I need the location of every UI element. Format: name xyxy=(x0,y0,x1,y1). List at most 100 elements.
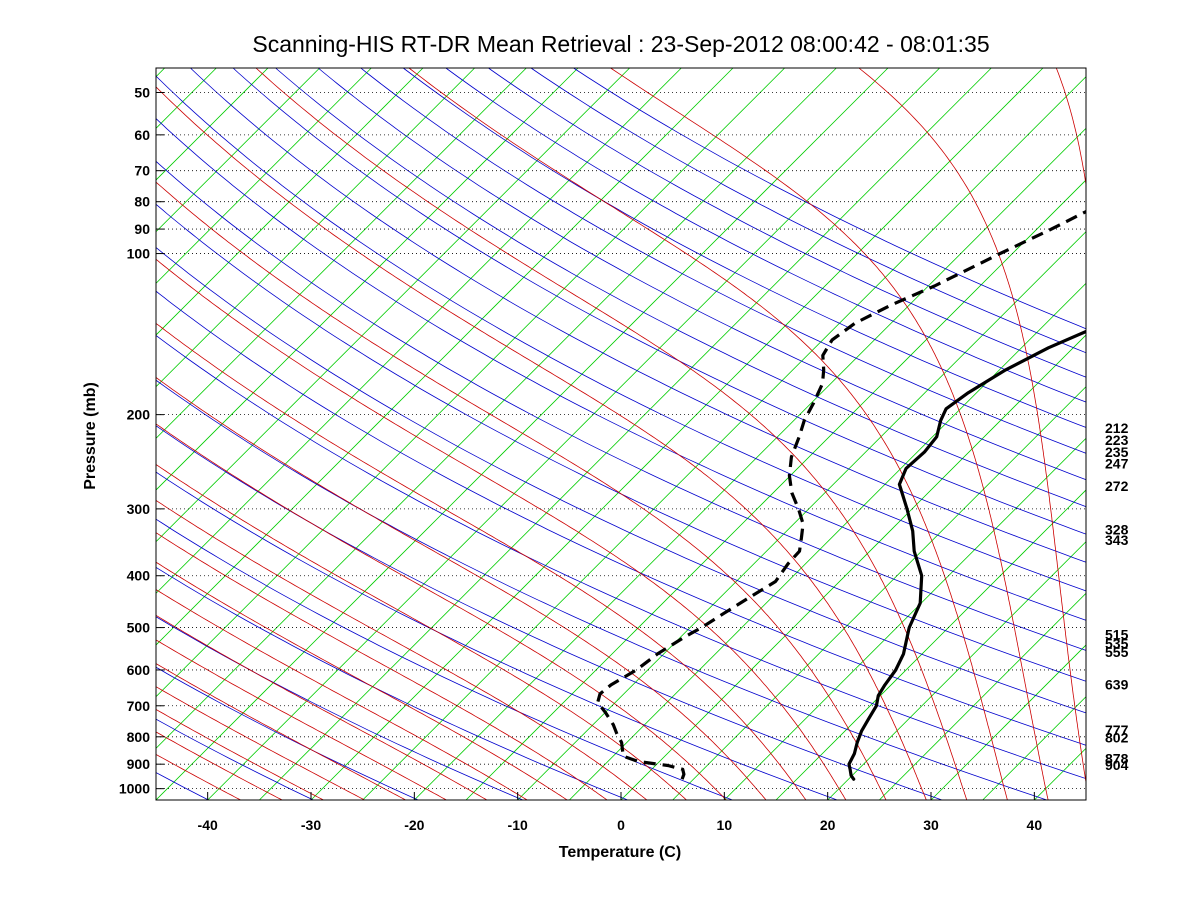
dry-adiabat-line xyxy=(156,518,733,800)
y-tick-label: 200 xyxy=(127,407,151,423)
moist-adiabat-line xyxy=(156,463,687,800)
moist-adiabat-line xyxy=(156,376,767,800)
right-label: 235 xyxy=(1105,444,1129,460)
isotherm-line xyxy=(569,282,1086,800)
x-tick-label: -30 xyxy=(301,817,321,833)
y-tick-label: 300 xyxy=(127,501,151,517)
isotherm-line xyxy=(724,437,1086,800)
x-tick-label: 10 xyxy=(717,817,733,833)
x-tick-label: 30 xyxy=(923,817,939,833)
y-tick-label: 700 xyxy=(127,698,151,714)
moist-adiabat-line xyxy=(156,86,927,800)
dry-adiabat-line xyxy=(156,203,1086,682)
dry-adiabat-line xyxy=(488,68,1086,378)
moist-adiabat-line xyxy=(156,561,568,800)
x-axis-ticks: -40 -30 -20 -10 0 10 20 30 40 xyxy=(198,792,1043,833)
y-tick-label: 90 xyxy=(134,221,150,237)
moist-adiabat-line xyxy=(858,68,1086,785)
y-tick-label: 400 xyxy=(127,568,151,584)
dry-adiabat-line xyxy=(190,68,1086,563)
right-label: 535 xyxy=(1105,635,1129,651)
isotherm-line xyxy=(0,68,10,800)
moist-adiabat-line xyxy=(408,68,1008,800)
y-tick-label: 1000 xyxy=(119,781,150,797)
moist-adiabat-line xyxy=(156,258,847,800)
x-tick-label: -20 xyxy=(404,817,424,833)
solid-profile-line xyxy=(847,329,1086,781)
y-tick-label: 50 xyxy=(134,84,150,100)
y-axis-ticks: 50 60 70 80 90 100 200 300 400 500 600 700 800 900 100… xyxy=(119,84,164,797)
isotherm-line xyxy=(827,541,1086,800)
isotherm-line xyxy=(1138,68,1200,800)
right-label: 904 xyxy=(1105,757,1129,773)
moist-adiabat-line xyxy=(156,614,488,800)
isotherm-line xyxy=(156,68,527,439)
profiles xyxy=(596,209,1086,781)
moist-adiabat-line xyxy=(156,181,887,800)
right-label: 777 xyxy=(1105,722,1129,738)
dry-adiabat-line xyxy=(156,566,628,800)
isotherm-line xyxy=(879,592,1086,800)
x-tick-label: -10 xyxy=(508,817,528,833)
dry-adiabat-line xyxy=(360,68,1086,454)
isotherm-line xyxy=(156,68,217,129)
dry-adiabat-line xyxy=(156,666,419,800)
y-tick-label: 900 xyxy=(127,756,151,772)
moist-adiabat-line xyxy=(156,532,608,800)
isotherm-line xyxy=(156,68,320,233)
moist-adiabat-line xyxy=(156,686,365,800)
isotherm-line xyxy=(156,68,579,491)
dry-adiabat-line xyxy=(156,247,1086,714)
y-tick-label: 100 xyxy=(127,246,151,262)
isotherm-line xyxy=(156,68,630,543)
x-tick-label: -40 xyxy=(198,817,218,833)
isotherm-line xyxy=(156,68,837,749)
right-label: 878 xyxy=(1105,750,1129,766)
y-tick-label: 80 xyxy=(134,194,150,210)
isotherm-line xyxy=(156,68,889,800)
right-label: 328 xyxy=(1105,522,1129,538)
dry-adiabat-line xyxy=(403,68,1086,428)
isotherm-line xyxy=(156,68,372,284)
isotherm-line xyxy=(930,644,1086,800)
moist-adiabat-line xyxy=(156,423,727,800)
right-label: 639 xyxy=(1105,677,1129,693)
isotherm-line xyxy=(517,231,1086,800)
isotherm-line xyxy=(156,68,475,388)
isotherm-line xyxy=(1085,799,1086,800)
isotherm-line xyxy=(620,334,1086,800)
dry-adiabat-line xyxy=(156,471,838,800)
isotherm-line xyxy=(156,68,424,336)
dry-adiabat-line xyxy=(156,290,1086,746)
dry-adiabat-line xyxy=(156,425,943,800)
moist-adiabat-line xyxy=(255,68,968,800)
dry-adiabat-line xyxy=(445,68,1086,403)
isotherm-line xyxy=(259,68,992,800)
right-label: 272 xyxy=(1105,478,1129,494)
dry-adiabat-line xyxy=(573,68,1086,330)
dry-adiabat-line xyxy=(156,379,1047,800)
right-label: 343 xyxy=(1105,532,1129,548)
moist-adiabat-line xyxy=(156,499,648,800)
x-tick-label: 40 xyxy=(1027,817,1043,833)
dashed-profile-line xyxy=(596,209,1086,780)
y-tick-label: 800 xyxy=(127,729,151,745)
isotherm-line xyxy=(672,386,1086,800)
moist-adiabat-line xyxy=(156,589,528,800)
isotherm-line xyxy=(465,179,1086,800)
y-tick-label: 600 xyxy=(127,662,151,678)
dry-adiabat-line xyxy=(232,68,1086,535)
dry-adiabat-line xyxy=(156,334,1086,780)
y-tick-label: 500 xyxy=(127,620,151,636)
right-label: 212 xyxy=(1105,420,1129,436)
dry-adiabat-line xyxy=(156,118,1086,621)
isotherm-line xyxy=(775,489,1086,800)
x-tick-label: 20 xyxy=(820,817,836,833)
dry-adiabat-line xyxy=(156,160,1086,651)
isotherm-line xyxy=(310,68,1044,800)
dry-adiabat-line xyxy=(156,75,1086,592)
y-tick-label: 70 xyxy=(134,163,150,179)
moist-adiabat-line xyxy=(609,68,1049,800)
